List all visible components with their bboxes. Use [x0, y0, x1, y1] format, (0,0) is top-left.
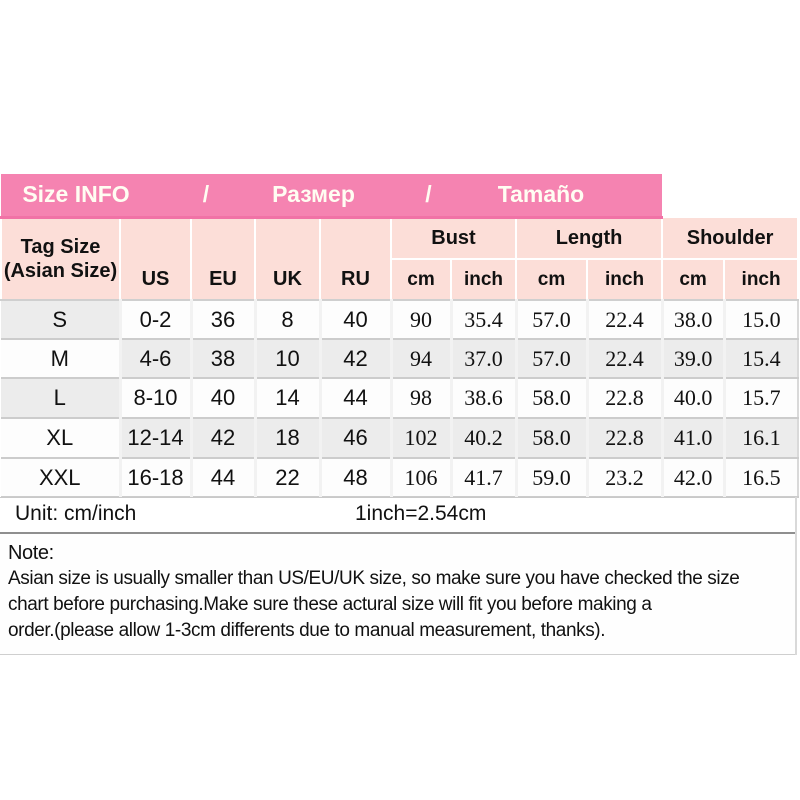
eu-cell: 36: [191, 300, 257, 340]
ru-cell: 40: [320, 300, 393, 340]
tag-cell: XXL: [1, 458, 122, 498]
shoulder-inch-cell: 16.1: [724, 418, 800, 459]
banner-title-es: Tamaño: [497, 181, 585, 208]
note-line-2: chart before purchasing.Make sure these …: [8, 594, 652, 615]
length-cm-cell: 58.0: [516, 418, 589, 459]
bust-inch-cell: 40.2: [451, 418, 518, 459]
length-inch-cell: 22.8: [587, 418, 664, 459]
table-row-xl: XL 12-14 42 18 46 102 40.2 58.0 22.8 41.…: [1, 418, 800, 459]
shoulder-inch-cell: 15.7: [724, 378, 800, 419]
eu-cell: 42: [191, 418, 257, 459]
us-cell: 16-18: [120, 458, 193, 498]
length-inch-cell: 22.4: [587, 300, 664, 340]
title-banner: Size INFO / Размер / Tamaño: [1, 174, 663, 219]
group-header-bust: Bust: [390, 216, 517, 260]
shoulder-cm-cell: 38.0: [662, 300, 726, 340]
uk-cell: 14: [255, 378, 322, 419]
ru-cell: 48: [320, 458, 393, 498]
uk-cell: 22: [255, 458, 322, 498]
bust-inch-header: inch: [450, 258, 517, 301]
tag-size-header-line1: Tag Size: [20, 235, 101, 258]
banner-blank-area: [662, 174, 799, 217]
table-row-xxl: XXL 16-18 44 22 48 106 41.7 59.0 23.2 42…: [1, 458, 800, 498]
bust-cm-cell: 106: [391, 458, 453, 498]
header-row-units: cm inch cm inch cm inch: [1, 258, 800, 301]
shoulder-cm-cell: 41.0: [662, 418, 726, 459]
eu-cell: 44: [191, 458, 257, 498]
banner-title-ru: Размер: [272, 181, 355, 208]
group-header-length: Length: [514, 216, 664, 260]
shoulder-cm-cell: 42.0: [662, 458, 726, 498]
us-cell: 4-6: [120, 339, 193, 379]
bust-cm-header: cm: [390, 258, 452, 301]
length-inch-cell: 22.8: [587, 378, 664, 419]
uk-cell: 18: [255, 418, 322, 459]
length-cm-cell: 58.0: [516, 378, 589, 419]
length-inch-cell: 22.4: [587, 339, 664, 379]
shoulder-cm-cell: 40.0: [662, 378, 726, 419]
bust-inch-cell: 35.4: [451, 300, 518, 340]
table-row-l: L 8-10 40 14 44 98 38.6 58.0 22.8 40.0 1…: [1, 378, 800, 419]
banner-title-en: Size INFO: [22, 181, 130, 208]
bust-cm-cell: 98: [391, 378, 453, 419]
shoulder-cm-cell: 39.0: [662, 339, 726, 379]
bust-cm-cell: 102: [391, 418, 453, 459]
note-line-3: order.(please allow 1-3cm differents due…: [8, 620, 606, 641]
bust-inch-cell: 37.0: [451, 339, 518, 379]
ru-cell: 42: [320, 339, 393, 379]
length-inch-header: inch: [585, 258, 664, 301]
shoulder-inch-cell: 15.0: [724, 300, 800, 340]
tag-cell: XL: [1, 418, 122, 459]
group-header-shoulder: Shoulder: [661, 216, 800, 260]
tag-cell: L: [1, 378, 122, 419]
bust-cm-cell: 94: [391, 339, 453, 379]
tag-size-header-line2: (Asian Size): [3, 259, 118, 282]
col-header-us: US: [119, 216, 192, 301]
col-header-eu: EU: [190, 216, 256, 301]
bust-inch-cell: 41.7: [451, 458, 518, 498]
size-chart-table: Size INFO / Размер / Tamaño Tag Size (As…: [0, 174, 800, 498]
banner-separator-2: /: [425, 181, 432, 208]
uk-cell: 10: [255, 339, 322, 379]
shoulder-cm-header: cm: [661, 258, 726, 301]
inch-conversion: 1inch=2.54cm: [355, 502, 487, 525]
eu-cell: 40: [191, 378, 257, 419]
us-cell: 0-2: [120, 300, 193, 340]
bust-inch-cell: 38.6: [451, 378, 518, 419]
note-block: Note: Asian size is usually smaller than…: [0, 534, 795, 655]
header-row-groups: Tag Size (Asian Size) US EU UK RU Bust L…: [0, 216, 800, 301]
table-row-m: M 4-6 38 10 42 94 37.0 57.0 22.4 39.0 15…: [1, 339, 800, 379]
shoulder-inch-cell: 16.5: [724, 458, 800, 498]
note-title: Note:: [8, 542, 54, 564]
eu-cell: 38: [191, 339, 257, 379]
tag-cell: M: [1, 339, 122, 379]
unit-row: Unit: cm/inch 1inch=2.54cm: [0, 497, 795, 534]
length-cm-cell: 59.0: [516, 458, 589, 498]
title-banner-row: Size INFO / Размер / Tamaño: [1, 174, 799, 219]
shoulder-inch-cell: 15.4: [724, 339, 800, 379]
tag-cell: S: [1, 300, 122, 340]
length-cm-header: cm: [515, 258, 588, 301]
bust-cm-cell: 90: [391, 300, 453, 340]
ru-cell: 44: [320, 378, 393, 419]
tag-size-header: Tag Size (Asian Size): [0, 216, 121, 301]
banner-separator-1: /: [202, 181, 210, 208]
unit-label: Unit: cm/inch: [15, 502, 137, 525]
uk-cell: 8: [255, 300, 322, 340]
col-header-uk: UK: [254, 216, 321, 301]
note-line-1: Asian size is usually smaller than US/EU…: [8, 568, 740, 589]
length-cm-cell: 57.0: [516, 339, 589, 379]
length-inch-cell: 23.2: [587, 458, 664, 498]
table-row-s: S 0-2 36 8 40 90 35.4 57.0 22.4 38.0 15.…: [1, 300, 800, 340]
title-banner-content: Size INFO / Размер / Tamaño: [1, 181, 662, 208]
length-cm-cell: 57.0: [516, 300, 589, 340]
table-footer-area: Unit: cm/inch 1inch=2.54cm Note: Asian s…: [0, 497, 797, 655]
shoulder-inch-header: inch: [723, 258, 800, 301]
us-cell: 8-10: [120, 378, 193, 419]
us-cell: 12-14: [120, 418, 193, 459]
ru-cell: 46: [320, 418, 393, 459]
col-header-ru: RU: [319, 216, 392, 301]
